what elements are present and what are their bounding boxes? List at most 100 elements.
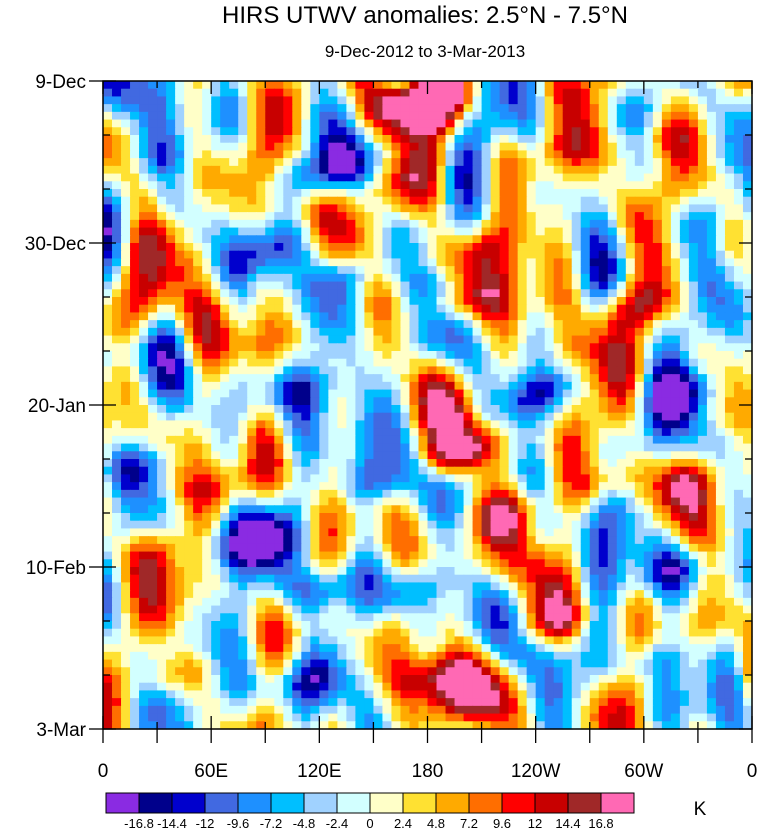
heatmap-cell: [121, 189, 131, 198]
heatmap-cell: [373, 343, 384, 352]
heatmap-cell: [526, 374, 537, 383]
heatmap-cell: [157, 389, 167, 398]
heatmap-cell: [202, 219, 212, 229]
heatmap-cell: [328, 405, 338, 414]
heatmap-cell: [148, 435, 158, 445]
heatmap-cell: [301, 466, 311, 476]
heatmap-cell: [103, 250, 113, 260]
heatmap-cell: [409, 165, 420, 175]
heatmap-cell: [508, 451, 519, 460]
heatmap-cell: [598, 250, 609, 260]
heatmap-cell: [130, 266, 140, 275]
heatmap-cell: [193, 189, 203, 198]
heatmap-cell: [679, 536, 690, 545]
heatmap-cell: [472, 304, 483, 314]
heatmap-cell: [643, 81, 654, 90]
heatmap-cell: [346, 320, 356, 329]
heatmap-cell: [319, 250, 329, 260]
heatmap-cell: [499, 289, 510, 298]
heatmap-cell: [652, 582, 663, 591]
heatmap-cell: [598, 227, 609, 236]
heatmap-cell: [562, 351, 573, 360]
heatmap-cell: [391, 96, 402, 105]
heatmap-cell: [427, 289, 438, 298]
heatmap-cell: [571, 559, 582, 568]
heatmap-cell: [256, 389, 266, 398]
heatmap-cell: [346, 204, 356, 213]
heatmap-cell: [220, 173, 230, 182]
heatmap-cell: [742, 196, 753, 206]
heatmap-cell: [544, 466, 555, 476]
heatmap-cell: [490, 474, 501, 483]
heatmap-cell: [139, 605, 149, 614]
heatmap-cell: [184, 505, 194, 514]
heatmap-cell: [103, 381, 113, 391]
heatmap-cell: [508, 474, 519, 483]
heatmap-cell: [562, 443, 573, 452]
heatmap-cell: [499, 513, 510, 522]
heatmap-cell: [571, 574, 582, 584]
heatmap-cell: [220, 520, 230, 530]
heatmap-cell: [436, 81, 447, 90]
heatmap-cell: [373, 381, 384, 391]
heatmap-cell: [463, 343, 474, 352]
heatmap-cell: [211, 613, 221, 622]
heatmap-cell: [580, 312, 591, 321]
heatmap-cell: [625, 189, 636, 198]
heatmap-cell: [661, 520, 672, 530]
heatmap-cell: [427, 428, 438, 437]
heatmap-cell: [580, 536, 591, 545]
heatmap-cell: [733, 173, 744, 182]
heatmap-cell: [175, 528, 185, 537]
heatmap-cell: [634, 142, 645, 152]
heatmap-cell: [121, 88, 131, 98]
heatmap-cell: [661, 559, 672, 568]
heatmap-cell: [526, 389, 537, 398]
heatmap-cell: [229, 405, 239, 414]
heatmap-cell: [661, 189, 672, 198]
heatmap-cell: [229, 135, 239, 144]
heatmap-cell: [697, 567, 708, 576]
heatmap-cell: [148, 304, 158, 314]
heatmap-cell: [328, 582, 338, 591]
heatmap-cell: [310, 88, 320, 98]
heatmap-cell: [652, 397, 663, 406]
heatmap-cell: [274, 412, 284, 422]
heatmap-cell: [733, 358, 744, 368]
heatmap-cell: [688, 327, 699, 337]
heatmap-cell: [625, 181, 636, 190]
heatmap-cell: [472, 412, 483, 422]
heatmap-cell: [688, 158, 699, 167]
heatmap-cell: [742, 567, 753, 576]
heatmap-cell: [607, 158, 618, 167]
heatmap-cell: [517, 374, 528, 383]
heatmap-cell: [112, 567, 122, 576]
heatmap-cell: [724, 258, 735, 267]
heatmap-cell: [661, 551, 672, 560]
heatmap-cell: [301, 551, 311, 560]
heatmap-cell: [139, 189, 149, 198]
heatmap-cell: [463, 312, 474, 321]
heatmap-cell: [400, 104, 411, 113]
heatmap-cell: [175, 358, 185, 368]
heatmap-cell: [724, 420, 735, 429]
heatmap-cell: [382, 266, 393, 275]
heatmap-cell: [418, 243, 429, 252]
heatmap-cell: [508, 567, 519, 576]
heatmap-cell: [346, 304, 356, 314]
heatmap-cell: [454, 258, 465, 267]
heatmap-cell: [148, 204, 158, 213]
heatmap-cell: [319, 443, 329, 452]
heatmap-cell: [445, 196, 456, 206]
heatmap-cell: [148, 590, 158, 599]
heatmap-cell: [337, 520, 347, 530]
heatmap-cell: [337, 204, 347, 213]
heatmap-cell: [616, 358, 627, 368]
heatmap-cell: [571, 196, 582, 206]
heatmap-cell: [697, 204, 708, 213]
heatmap-cell: [274, 289, 284, 298]
heatmap-cell: [112, 605, 122, 614]
heatmap-cell: [220, 543, 230, 553]
heatmap-cell: [247, 505, 257, 514]
heatmap-cell: [697, 165, 708, 175]
